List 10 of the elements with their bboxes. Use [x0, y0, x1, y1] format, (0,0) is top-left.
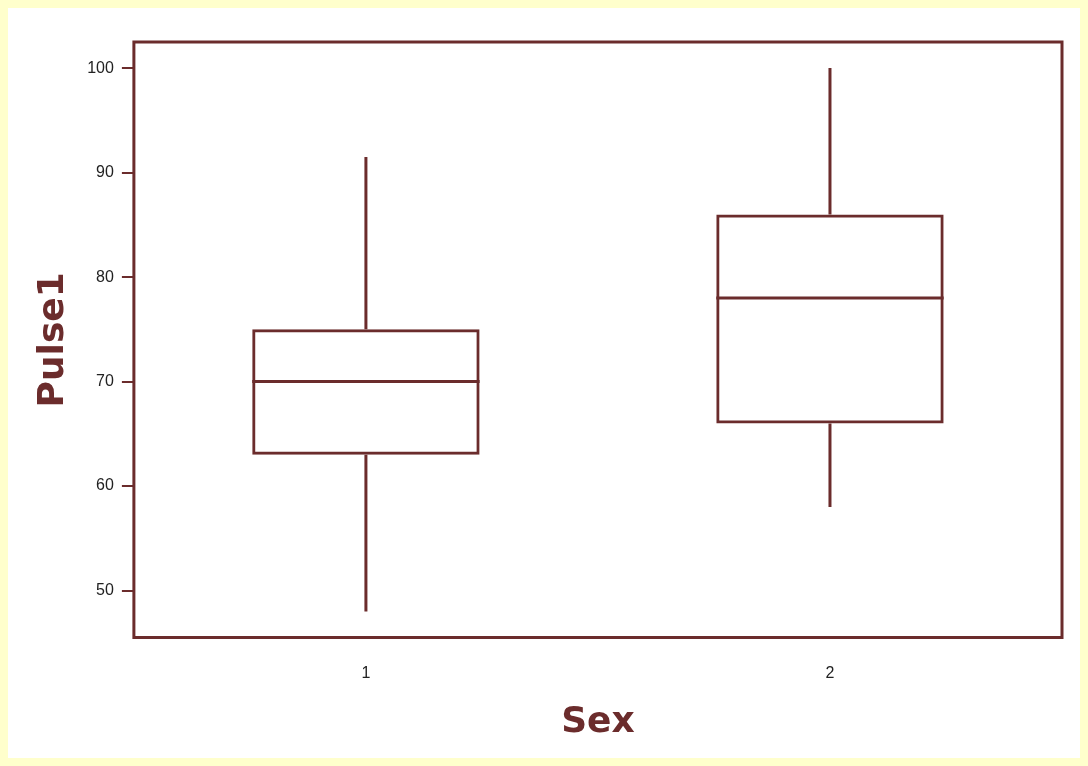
- y-tick-label: 80: [96, 267, 114, 285]
- y-tick-label: 70: [96, 372, 114, 389]
- y-tick-label: 60: [96, 476, 114, 494]
- x-axis-title: Sex: [561, 698, 635, 740]
- x-tick-label: 1: [361, 663, 371, 681]
- y-tick-label: 90: [96, 163, 114, 181]
- y-tick-label: 50: [96, 580, 114, 598]
- y-axis-title: Pulse1: [29, 272, 71, 408]
- x-tick-label: 2: [825, 663, 835, 681]
- y-tick-label: 100: [87, 58, 114, 76]
